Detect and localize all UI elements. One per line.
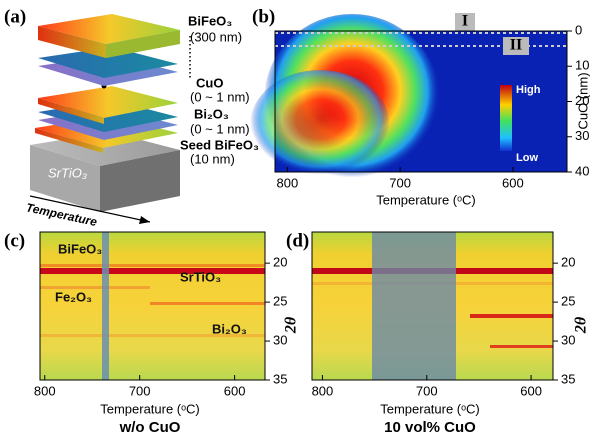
heatmap-peak: [150, 302, 265, 305]
colorbar-label: Low: [516, 152, 538, 164]
layer-label: BiFeO₃: [188, 13, 232, 28]
x-tick-label: 700: [416, 383, 438, 398]
colorbar: [500, 85, 512, 151]
y-tick-label: 0: [575, 22, 582, 37]
y-axis-label: 2θ: [573, 316, 590, 334]
x-tick-label: 800: [34, 383, 56, 398]
x-tick-label: 600: [224, 383, 246, 398]
y-tick-label: 30: [273, 332, 287, 347]
colorbar-label: High: [516, 84, 541, 96]
annotation: I: [462, 13, 468, 30]
annotation: II: [510, 37, 522, 54]
panel-label: (a): [4, 6, 26, 27]
caption: 10 vol% CuO: [384, 419, 476, 436]
annotation: SrTiO₃: [180, 269, 221, 284]
y-tick-label: 35: [273, 371, 287, 386]
y-tick-label: 30: [561, 332, 575, 347]
layer-label: Bi₂O₃: [194, 106, 229, 121]
y-tick-label: 20: [273, 255, 287, 270]
substrate-label: SrTiO₃: [48, 165, 87, 180]
x-axis-label: Temperature (ᵒC): [380, 401, 480, 416]
annotation: Fe₂O₃: [55, 289, 92, 304]
y-tick-label: 25: [561, 294, 575, 309]
x-tick-label: 800: [312, 383, 334, 398]
layer-label: Seed BiFeO₃: [180, 137, 259, 152]
annotation: Bi₂O₃: [212, 321, 247, 336]
panel-label: (c): [4, 230, 25, 251]
x-tick-label: 700: [389, 175, 411, 190]
heatmap-peak: [490, 345, 553, 348]
layer-stack: [30, 14, 190, 224]
x-tick-label: 700: [129, 383, 151, 398]
caption: w/o CuO: [119, 419, 181, 436]
panel-label: (b): [252, 6, 275, 27]
layer-thickness: (10 nm): [190, 151, 235, 166]
layer-label: CuO: [196, 75, 223, 90]
heatmap-peak: [470, 314, 553, 318]
layer-thickness: (300 nm): [190, 29, 242, 44]
panel-label: (d): [286, 230, 309, 251]
x-axis-label: Temperature (ᵒC): [376, 192, 476, 207]
y-tick-label: 10: [575, 58, 589, 73]
y-tick-label: 35: [561, 371, 575, 386]
heatmap-region: [250, 70, 390, 180]
highlight-band: [102, 232, 109, 380]
x-tick-label: 800: [277, 175, 299, 190]
highlight-band: [372, 232, 456, 380]
x-axis-label: Temperature (ᵒC): [100, 401, 200, 416]
annotation: BiFeO₃: [58, 241, 102, 256]
y-tick-label: 40: [575, 163, 589, 178]
layer-thickness: (0 ~ 1 nm): [190, 121, 250, 136]
y-tick-label: 20: [575, 93, 589, 108]
layer-thickness: (0 ~ 1 nm): [190, 89, 250, 104]
y-tick-label: 30: [575, 128, 589, 143]
figure: (a) BiFeO₃ (300 nm) CuO (0 ~ 1 nm) Bi₂O₃…: [0, 0, 592, 436]
y-axis-label: 2θ: [283, 316, 300, 334]
x-tick-label: 600: [520, 383, 542, 398]
x-tick-label: 600: [502, 175, 524, 190]
y-tick-label: 25: [273, 294, 287, 309]
y-tick-label: 20: [561, 255, 575, 270]
heatmap-peak: [40, 268, 265, 274]
heatmap-peak: [40, 264, 265, 267]
